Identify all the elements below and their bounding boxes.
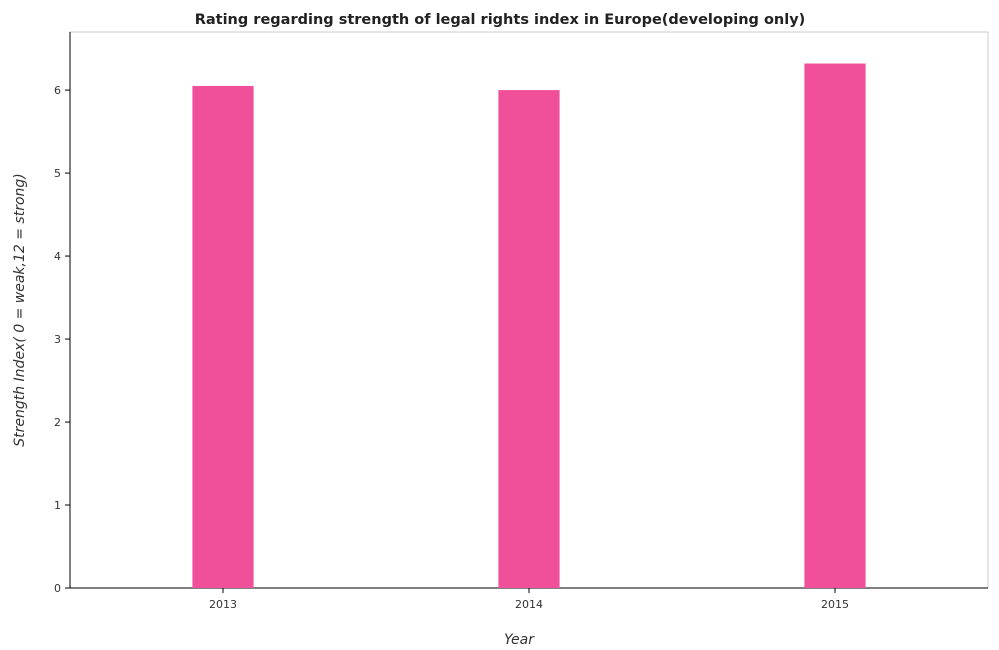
x-tick-label: 2013	[209, 598, 237, 611]
x-axis-label: Year	[504, 632, 535, 648]
chart-title: Rating regarding strength of legal right…	[195, 12, 806, 28]
x-tick-label: 2014	[515, 598, 543, 611]
y-tick-label: 6	[54, 84, 61, 97]
y-tick-label: 5	[54, 167, 61, 180]
y-tick-label: 4	[54, 250, 61, 263]
y-tick-label: 1	[54, 499, 61, 512]
bar-2014	[498, 90, 560, 589]
bar-2015	[804, 63, 866, 589]
x-axis: 2013 2014 2015	[209, 588, 849, 611]
y-tick-label: 2	[54, 416, 61, 429]
bars	[192, 63, 866, 589]
y-tick-label: 3	[54, 333, 61, 346]
y-axis: 0 1 2 3 4 5 6	[54, 84, 70, 595]
y-tick-label: 0	[54, 582, 61, 595]
x-tick-label: 2015	[821, 598, 849, 611]
y-axis-label: Strength Index( 0 = weak,12 = strong)	[12, 173, 28, 447]
bar-2013	[192, 85, 254, 588]
